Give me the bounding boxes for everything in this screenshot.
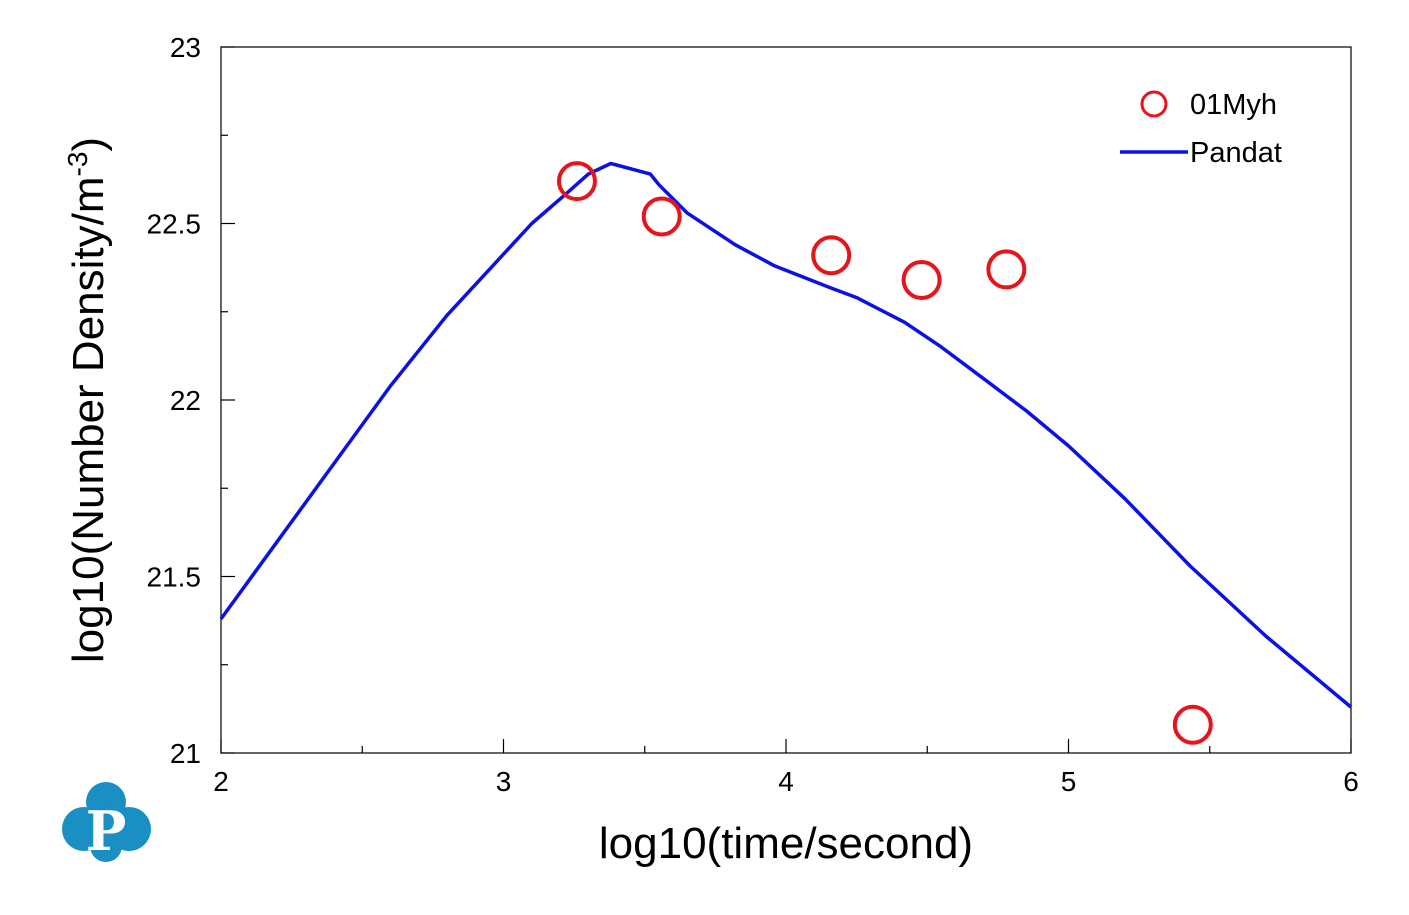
y-tick-label: 21	[170, 738, 201, 769]
data-point-01myh	[1172, 704, 1213, 745]
legend-label-01myh: 01Myh	[1190, 89, 1277, 121]
y-tick-label: 21.5	[147, 562, 202, 593]
series-layer	[219, 161, 1353, 745]
x-axis-title: log10(time/second)	[599, 819, 973, 868]
legend-marker-01myh	[1140, 90, 1168, 118]
x-tick-label: 3	[496, 766, 512, 797]
logo-lobe-bottom	[90, 830, 122, 862]
y-axis-ticks: 21 21.5 22 22.5 23	[147, 32, 235, 769]
data-point-01myh	[986, 249, 1027, 290]
y-tick-label: 22.5	[147, 209, 202, 240]
pandat-logo: P	[62, 782, 151, 863]
legend: 01Myh Pandat	[1120, 89, 1282, 169]
legend-label-pandat: Pandat	[1190, 137, 1282, 169]
data-point-01myh	[641, 196, 682, 237]
x-tick-label: 5	[1061, 766, 1077, 797]
x-tick-label: 2	[213, 766, 229, 797]
data-point-01myh	[556, 161, 597, 202]
y-axis-title-close: )	[64, 137, 113, 152]
y-tick-label: 23	[170, 32, 201, 63]
y-axis-title: log10(Number Density/m-3)	[62, 137, 113, 663]
x-tick-label: 6	[1343, 766, 1359, 797]
y-axis-title-superscript: -3	[62, 152, 93, 177]
data-point-01myh	[811, 235, 852, 276]
pandat-line	[219, 161, 1353, 709]
y-axis-title-main: log10(Number Density/m	[64, 176, 113, 663]
data-point-01myh	[901, 259, 942, 300]
logo-letter: P	[86, 799, 127, 863]
x-tick-label: 4	[778, 766, 794, 797]
y-tick-label: 22	[170, 385, 201, 416]
x-axis-ticks: 2 3 4 5 6	[213, 739, 1359, 797]
